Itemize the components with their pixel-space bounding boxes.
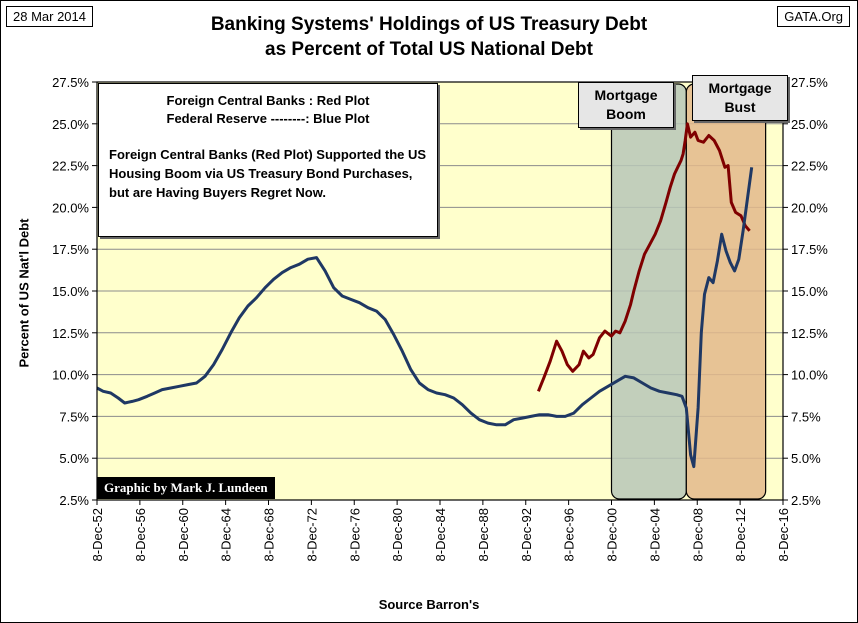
date-badge: 28 Mar 2014	[6, 6, 93, 27]
mortgage-bust-label: Mortgage Bust	[692, 75, 788, 121]
x-tick-label: 8-Dec-12	[733, 508, 748, 561]
legend-blue-entry: Federal Reserve --------: Blue Plot	[166, 111, 370, 126]
series-line-federal-reserve	[96, 167, 754, 469]
y-tick-label-left: 2.5%	[59, 493, 89, 508]
y-tick-label-right: 5.0%	[791, 451, 821, 466]
y-tick-label-right: 7.5%	[791, 409, 821, 424]
x-tick-label: 8-Dec-08	[690, 508, 705, 561]
x-tick-label: 8-Dec-68	[262, 508, 277, 561]
x-axis: 8-Dec-52 8-Dec-56 8-Dec-60 8-Dec-64 8-Dec-68…	[90, 500, 791, 561]
series-lines	[96, 122, 754, 469]
y-tick-label-left: 17.5%	[52, 242, 89, 257]
y-tick-label-left: 27.5%	[52, 75, 89, 90]
source-badge: GATA.Org	[777, 6, 850, 27]
x-tick-label: 8-Dec-64	[219, 508, 234, 561]
x-tick-label: 8-Dec-80	[390, 508, 405, 561]
mortgage-bust-region	[685, 83, 767, 500]
y-tick-label-left: 15.0%	[52, 284, 89, 299]
y-tick-label-left: 12.5%	[52, 326, 89, 341]
x-tick-label: 8-Dec-72	[304, 508, 319, 561]
y-tick-label-right: 2.5%	[791, 493, 821, 508]
y-axis-right: 2.5% 5.0% 7.5% 10.0% 12.5% 15.0% 17.5% 20.0% 22.…	[783, 75, 828, 508]
y-tick-label-right: 25.0%	[791, 117, 828, 132]
y-tick-label-left: 20.0%	[52, 200, 89, 215]
x-tick-label: 8-Dec-56	[133, 508, 148, 561]
x-axis-title: Source Barron's	[378, 597, 480, 612]
chart-title-line-2: as Percent of Total US National Debt	[265, 39, 593, 60]
x-tick-label: 8-Dec-60	[176, 508, 191, 561]
x-tick-label: 8-Dec-04	[647, 508, 662, 561]
y-tick-label-right: 15.0%	[791, 284, 828, 299]
y-tick-label-left: 22.5%	[52, 159, 89, 174]
x-tick-label: 8-Dec-52	[90, 508, 105, 561]
mortgage-boom-region	[610, 83, 687, 500]
x-tick-label: 8-Dec-84	[433, 508, 448, 561]
y-tick-label-right: 12.5%	[791, 326, 828, 341]
legend-note: Foreign Central Banks (Red Plot) Support…	[109, 147, 427, 200]
series-line-foreign-central-banks	[537, 122, 751, 392]
y-tick-label-left: 10.0%	[52, 368, 89, 383]
x-tick-label: 8-Dec-96	[562, 508, 577, 561]
y-tick-label-right: 17.5%	[791, 242, 828, 257]
y-tick-label-left: 25.0%	[52, 117, 89, 132]
x-tick-label: 8-Dec-92	[519, 508, 534, 561]
x-tick-label: 8-Dec-76	[347, 508, 362, 561]
x-tick-label: 8-Dec-88	[476, 508, 491, 561]
y-axis-left: 2.5% 5.0% 7.5% 10.0% 12.5% 15.0% 17.5% 20.0% 22.…	[52, 75, 97, 508]
legend-red-entry: Foreign Central Banks : Red Plot	[166, 93, 370, 108]
y-tick-label-right: 20.0%	[791, 200, 828, 215]
y-tick-label-right: 27.5%	[791, 75, 828, 90]
period-shading	[610, 83, 767, 500]
legend-box: Foreign Central Banks : Red Plot Federal…	[98, 83, 438, 237]
y-tick-label-right: 22.5%	[791, 159, 828, 174]
y-axis-title: Percent of US Nat'l Debt	[16, 218, 32, 368]
x-tick-label: 8-Dec-16	[776, 508, 791, 561]
y-tick-label-left: 7.5%	[59, 409, 89, 424]
x-tick-label: 8-Dec-00	[605, 508, 620, 561]
credit-label: Graphic by Mark J. Lundeen	[97, 477, 275, 499]
y-tick-label-left: 5.0%	[59, 451, 89, 466]
chart-title-line-1: Banking Systems' Holdings of US Treasury…	[210, 14, 648, 35]
chart-title: Banking Systems' Holdings of US Treasury…	[0, 12, 858, 62]
mortgage-boom-label: Mortgage Boom	[578, 82, 674, 128]
y-tick-label-right: 10.0%	[791, 368, 828, 383]
